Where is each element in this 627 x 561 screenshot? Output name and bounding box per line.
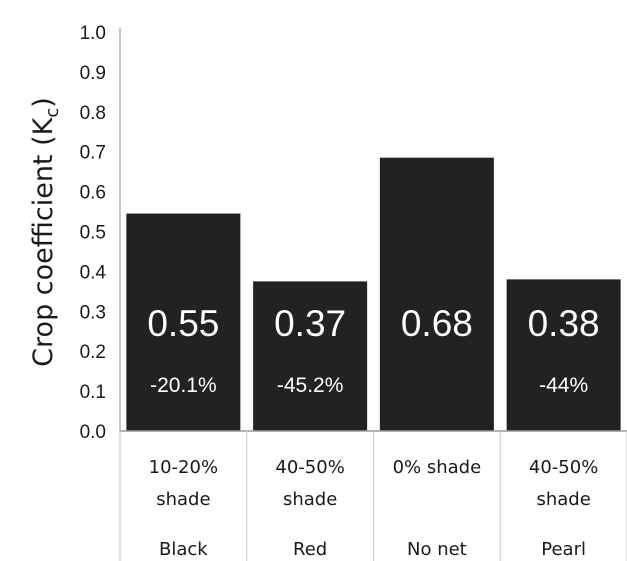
y-tick-label: 0.6 [80,183,106,204]
bar-value-label: 0.37 [274,303,346,344]
category-label: 40-50% [529,457,598,478]
bar-value-label: 0.38 [528,303,600,344]
y-tick-label: 0.8 [80,103,106,124]
group-label: Red [293,539,327,560]
y-axis-label-close: ) [28,97,59,108]
bar-value-label: 0.55 [147,303,219,344]
y-tick-label: 0.0 [80,422,106,443]
y-tick-label: 1.0 [80,23,106,44]
y-tick-label: 0.5 [80,223,106,244]
y-tick-label: 0.1 [80,382,106,403]
category-label: shade [283,489,337,510]
category-label: shade [536,489,590,510]
y-axis-label-main: Crop coefficient (K [28,116,59,366]
bar-change-label: -20.1% [150,374,217,397]
y-tick-label: 0.2 [80,342,106,363]
y-tick-label: 0.3 [80,302,106,323]
category-label: 0% shade [393,457,482,478]
bar [253,281,368,431]
group-label: No net [407,539,467,560]
category-label: 10-20% [149,457,218,478]
group-label: Black [159,539,208,560]
bar-change-label: -45.2% [277,374,344,397]
y-tick-label: 0.9 [80,63,106,84]
bar-change-label: -44% [539,374,588,397]
group-label: Pearl [541,539,586,560]
y-axis-label: Crop coefficient (Kc) [28,97,63,367]
y-axis-label-group: Crop coefficient (Kc) [28,97,63,367]
bar [506,279,621,431]
bars: 0.55 -20.1% 0.37 -45.2% 0.68 0.38 -44% [126,157,621,431]
bar-value-label: 0.68 [401,303,473,344]
axes [119,28,627,561]
bar [126,213,241,431]
bar [379,157,494,431]
y-tick-label: 0.4 [80,262,107,283]
category-label: shade [156,489,210,510]
y-tick-label: 0.7 [80,143,106,164]
x-axis-categories: 10-20% shade Black 40-50% shade Red 0% shade No… [149,457,599,560]
y-axis-label-subscript: c [42,108,63,118]
category-label: 40-50% [275,457,344,478]
y-axis-ticks: 0.0 0.1 0.2 0.3 0.4 0.5 0.6 0.7 0.8 0.9 1.0 [80,23,107,443]
